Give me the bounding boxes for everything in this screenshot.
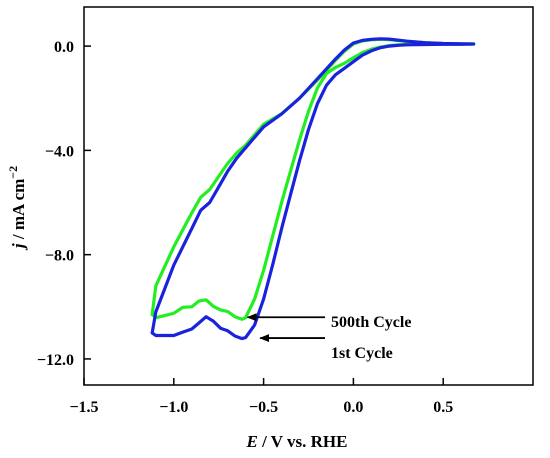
x-tick-label: 0.0 [343,399,363,416]
x-tick-label: −0.5 [249,399,278,416]
series-line-1st-cycle [150,37,476,341]
x-tick-label: −1.5 [69,399,98,416]
annotation-label: 500th Cycle [331,314,411,331]
y-axis-title: j / mA cm−2 [6,166,28,251]
y-tick-label: −8.0 [45,248,74,265]
x-tick-label: 0.5 [433,399,453,416]
y-tick-label: −12.0 [37,352,74,369]
annotations: 500th Cycle 1st Cycle [246,313,411,362]
y-tick-label: −4.0 [45,143,74,160]
x-axis-title: E / V vs. RHE [246,432,348,451]
plot-frame-border [83,6,534,386]
axis-ticks: −1.5 −1.0 −0.5 0.0 0.5 0.0 −4.0 −8.0 −12.0 [37,39,453,416]
y-tick-label: 0.0 [54,39,74,56]
plot-frame [83,6,534,386]
series-group [150,37,476,341]
annotation-label: 1st Cycle [331,345,393,362]
x-tick-label: −1.0 [159,399,188,416]
